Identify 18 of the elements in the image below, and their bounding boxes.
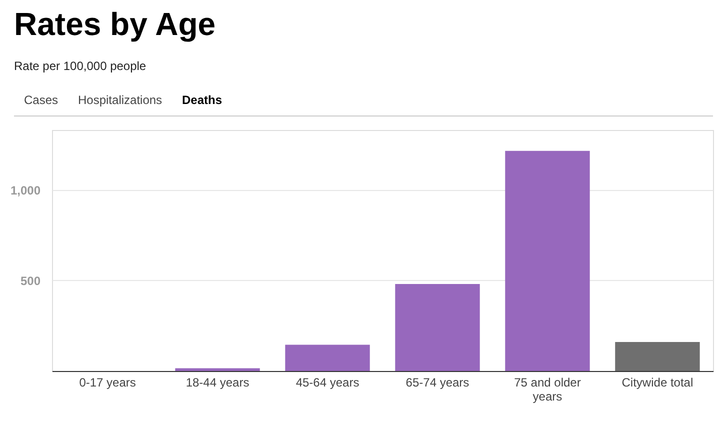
x-tick-label: Citywide total: [622, 376, 694, 390]
bar: [615, 342, 700, 371]
bar: [395, 284, 480, 371]
x-tick-label: 45-64 years: [296, 376, 360, 390]
bar: [285, 344, 370, 371]
x-tick-label: 75 and older years: [514, 376, 581, 404]
y-tick-label: 1,000: [10, 183, 41, 198]
text: Hospitalizations: [78, 93, 162, 107]
text: Deaths: [182, 93, 222, 107]
text: Cases: [24, 93, 58, 107]
x-tick-label: 18-44 years: [186, 376, 250, 390]
bar: [505, 150, 590, 371]
chart-title: Rates by Age: [14, 6, 216, 42]
bar: [175, 368, 260, 371]
x-tick-label: 0-17 years: [79, 376, 136, 390]
y-tick-label: 500: [20, 274, 41, 288]
chart-subtitle: Rate per 100,000 people: [14, 59, 146, 73]
x-tick-label: 65-74 years: [406, 376, 470, 390]
